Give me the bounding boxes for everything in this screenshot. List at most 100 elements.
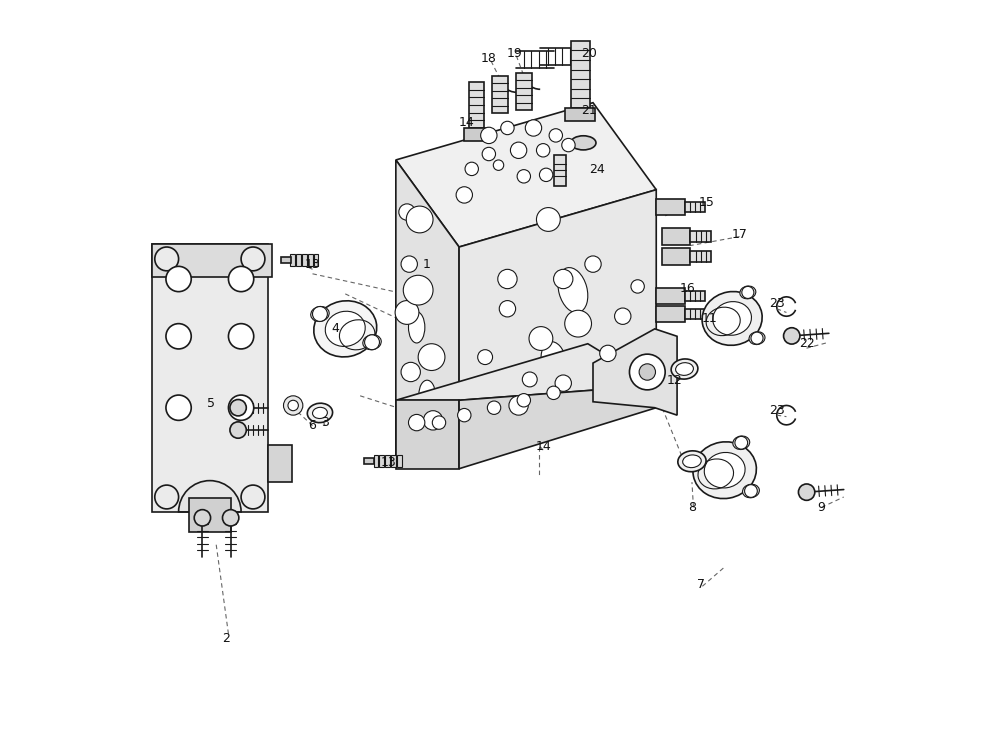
Circle shape <box>401 256 417 272</box>
Ellipse shape <box>314 301 377 357</box>
Bar <box>385 455 390 467</box>
Polygon shape <box>593 329 677 415</box>
Circle shape <box>194 510 211 526</box>
Circle shape <box>406 206 433 233</box>
Bar <box>662 248 690 265</box>
Polygon shape <box>152 244 268 512</box>
Text: 8: 8 <box>688 501 696 514</box>
Text: 5: 5 <box>207 397 215 410</box>
Bar <box>314 254 318 266</box>
Text: 13: 13 <box>381 456 396 469</box>
Circle shape <box>529 327 553 350</box>
Text: 23: 23 <box>769 404 785 417</box>
Bar <box>690 231 711 242</box>
Bar <box>685 202 705 212</box>
Circle shape <box>401 362 420 382</box>
Ellipse shape <box>740 286 756 299</box>
Circle shape <box>155 247 179 271</box>
Circle shape <box>547 386 560 400</box>
Circle shape <box>365 335 379 350</box>
Circle shape <box>487 401 501 414</box>
Circle shape <box>517 394 531 407</box>
Ellipse shape <box>671 359 698 379</box>
Circle shape <box>478 350 493 365</box>
Polygon shape <box>396 160 459 465</box>
Circle shape <box>536 144 550 157</box>
Text: 12: 12 <box>667 374 683 388</box>
Text: 22: 22 <box>799 337 814 350</box>
Circle shape <box>539 168 553 182</box>
Circle shape <box>166 395 191 420</box>
Ellipse shape <box>678 451 706 472</box>
Ellipse shape <box>363 335 381 350</box>
Text: 6: 6 <box>309 419 316 432</box>
Circle shape <box>600 345 616 362</box>
Ellipse shape <box>325 311 365 347</box>
Text: 24: 24 <box>589 163 605 176</box>
Bar <box>656 288 685 304</box>
Circle shape <box>228 395 254 420</box>
Text: 16: 16 <box>680 282 695 295</box>
Circle shape <box>241 485 265 509</box>
Circle shape <box>639 364 655 380</box>
Text: 1: 1 <box>423 257 431 271</box>
Circle shape <box>629 354 665 390</box>
Ellipse shape <box>713 301 751 336</box>
Circle shape <box>517 170 531 183</box>
Polygon shape <box>152 244 272 277</box>
Ellipse shape <box>693 442 756 498</box>
Circle shape <box>288 400 298 411</box>
Circle shape <box>155 485 179 509</box>
Bar <box>308 254 313 266</box>
Ellipse shape <box>683 455 701 468</box>
Circle shape <box>230 422 246 438</box>
Circle shape <box>241 247 265 271</box>
Text: 21: 21 <box>581 103 597 117</box>
Polygon shape <box>268 445 292 482</box>
Circle shape <box>222 510 239 526</box>
Ellipse shape <box>419 380 435 408</box>
Circle shape <box>493 160 504 170</box>
Circle shape <box>631 280 644 293</box>
Bar <box>656 306 685 322</box>
Text: 15: 15 <box>699 196 715 209</box>
Text: 11: 11 <box>702 312 718 325</box>
Text: 9: 9 <box>817 501 825 514</box>
Bar <box>690 251 711 262</box>
Text: 17: 17 <box>732 228 748 241</box>
Bar <box>492 76 508 113</box>
Circle shape <box>395 301 419 324</box>
Circle shape <box>399 204 415 220</box>
Circle shape <box>735 437 748 449</box>
Ellipse shape <box>408 312 425 343</box>
Circle shape <box>432 416 446 429</box>
Text: 13: 13 <box>305 257 320 271</box>
Circle shape <box>510 142 527 158</box>
Circle shape <box>525 120 542 136</box>
Circle shape <box>501 121 514 135</box>
Circle shape <box>565 310 592 337</box>
Bar <box>379 455 384 467</box>
Ellipse shape <box>749 332 765 344</box>
Circle shape <box>408 414 425 431</box>
Circle shape <box>456 187 472 203</box>
Circle shape <box>615 308 631 324</box>
Text: 14: 14 <box>535 440 551 453</box>
Text: 2: 2 <box>222 632 230 645</box>
Circle shape <box>798 484 815 500</box>
Circle shape <box>745 484 757 498</box>
Bar <box>685 291 705 301</box>
Bar <box>516 73 532 110</box>
Text: 3: 3 <box>321 416 329 429</box>
Ellipse shape <box>733 436 750 449</box>
Circle shape <box>555 375 571 391</box>
Circle shape <box>498 269 517 289</box>
Bar <box>281 257 291 263</box>
Bar <box>554 155 566 186</box>
Circle shape <box>784 327 800 344</box>
Text: 23: 23 <box>769 297 785 310</box>
Polygon shape <box>396 103 656 247</box>
Bar <box>565 108 595 121</box>
Text: 7: 7 <box>697 577 705 591</box>
Ellipse shape <box>307 403 333 423</box>
